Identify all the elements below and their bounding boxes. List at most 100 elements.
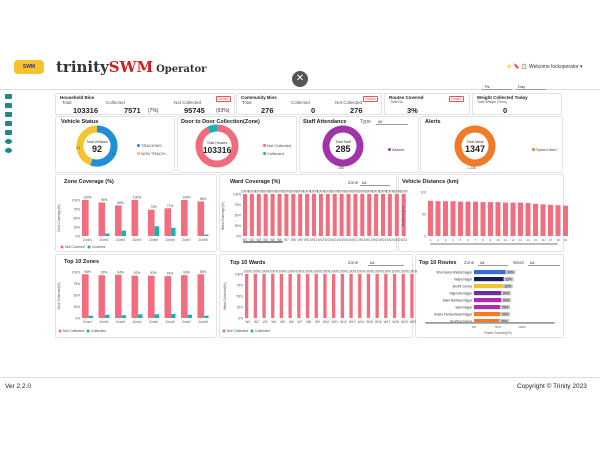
ward-cov-xtick-14: W15 bbox=[338, 238, 345, 242]
top-zones-legend-dot-0 bbox=[58, 329, 62, 333]
top-wards-label-9: 100% bbox=[322, 270, 330, 274]
ward-cov-label-18: 100% bbox=[365, 190, 373, 194]
top-wards-xtick-15: W16 bbox=[375, 320, 382, 324]
top-wards-ytick-75: 75% bbox=[237, 284, 244, 288]
household-not-collected: 95745 bbox=[184, 106, 205, 115]
sidebar-dashboard-icon[interactable] bbox=[5, 94, 12, 99]
sidebar-report-icon[interactable] bbox=[5, 121, 12, 126]
top-wards-xtick-16: W17 bbox=[384, 320, 391, 324]
top-routes-zone-label: Zone bbox=[464, 260, 475, 265]
top-zones-ytick-25: 25% bbox=[74, 305, 81, 309]
ward-cov-label-8: 100% bbox=[296, 190, 304, 194]
ward-cov-label-4: 100% bbox=[269, 190, 277, 194]
ward-cov-xtick-18: W19 bbox=[366, 238, 373, 242]
top-wards-label-19: 100% bbox=[409, 270, 417, 274]
veh-dist-bar-10 bbox=[503, 202, 508, 236]
copyright-text: Copyright © Trinity 2023 bbox=[517, 383, 587, 390]
household-details-button[interactable]: Details bbox=[216, 96, 231, 102]
veh-dist-bar-2 bbox=[443, 201, 448, 236]
community-details-button[interactable]: Details bbox=[363, 96, 378, 102]
ward-cov-xtick-6: W7 bbox=[284, 238, 289, 242]
household-collected: 7571 bbox=[124, 106, 141, 115]
version-text: Ver 2.2.0 bbox=[5, 383, 32, 390]
veh-dist-xtick-13: 14 bbox=[526, 238, 530, 242]
period-select[interactable]: Day bbox=[516, 84, 546, 90]
alerts-title: Alerts bbox=[425, 119, 441, 125]
zone-cov-bar-red-5 bbox=[164, 208, 172, 236]
top-wards-label-13: 100% bbox=[357, 270, 365, 274]
ward-cov-label-20: 100% bbox=[379, 190, 387, 194]
ward-coverage-zone-select[interactable]: All bbox=[360, 180, 390, 186]
veh-dist-xtick-12: 13 bbox=[519, 238, 523, 242]
ward-cov-xtick-22: W23 bbox=[394, 238, 401, 242]
ward-cov-xtick-23: W24 bbox=[400, 238, 407, 242]
vehicle-donut-slice-1 bbox=[76, 125, 98, 166]
top-wards-bar-red-19 bbox=[410, 274, 414, 318]
top-wards-bar-red-11 bbox=[340, 274, 344, 318]
routes-details-button[interactable]: Details bbox=[449, 96, 464, 102]
staff-bottom-label: 285 bbox=[338, 166, 344, 170]
ward-cov-bar-red-9 bbox=[305, 194, 310, 236]
top-routes-ylabel-4: Saint Ravidas Nagar bbox=[443, 298, 473, 302]
top-wards-title: Top 10 Wards bbox=[230, 260, 266, 266]
top-wards-xtick-4: W5 bbox=[280, 320, 285, 324]
alerts-legend-speed: Speed Alert bbox=[532, 147, 557, 152]
veh-dist-bar-6 bbox=[473, 201, 478, 236]
ward-cov-bar-red-13 bbox=[332, 194, 337, 236]
app-logo[interactable]: SWM bbox=[14, 60, 44, 74]
vehicle-center: Total Vehicles 92 bbox=[77, 140, 117, 154]
ward-cov-label-6: 100% bbox=[282, 190, 290, 194]
zone-cov-bar-teal-4 bbox=[154, 226, 159, 236]
ward-cov-bar-red-22 bbox=[394, 194, 399, 236]
top-zones-bar-red-1 bbox=[98, 275, 106, 318]
sidebar-settings-icon[interactable] bbox=[5, 139, 12, 144]
top-zones-bar-red-6 bbox=[181, 275, 188, 318]
top-routes-bar-2 bbox=[474, 284, 503, 289]
top-routes-xtick-100: 100% bbox=[518, 325, 526, 329]
top-routes-ylabel-1: Vidiya Nagar bbox=[454, 277, 473, 281]
vehicle-seg-a-label: 41 bbox=[76, 145, 81, 150]
top-zones-label-2: 94% bbox=[117, 270, 124, 274]
top-routes-label-7: 28% bbox=[501, 319, 508, 323]
sidebar-vehicle-icon[interactable] bbox=[5, 130, 12, 135]
veh-dist-bar-14 bbox=[533, 203, 538, 236]
household-title: Household Bins bbox=[60, 95, 95, 100]
ward-cov-bar-red-6 bbox=[284, 194, 289, 236]
top-wards-label-2: 100% bbox=[261, 270, 269, 274]
zone-cov-bar-teal-5 bbox=[171, 227, 176, 236]
sidebar-map-icon[interactable] bbox=[5, 103, 12, 108]
top-zones-bar-red-7 bbox=[197, 274, 205, 318]
top-routes-label-6: 29% bbox=[502, 312, 509, 316]
staff-legend-absent: Absent bbox=[388, 147, 404, 152]
zone-cov-bar-red-2 bbox=[115, 205, 122, 236]
sidebar-bin-icon[interactable] bbox=[5, 112, 12, 117]
close-button[interactable]: ✕ bbox=[292, 71, 308, 87]
ward-cov-ytick-50: 50% bbox=[235, 214, 242, 218]
sidebar-help-icon[interactable] bbox=[5, 148, 12, 153]
zone-cov-legend-1: Covered bbox=[92, 245, 105, 249]
staff-type-select[interactable]: All bbox=[376, 119, 408, 125]
ward-cov-xtick-13: W14 bbox=[331, 238, 338, 242]
alerts-center-label: Total Alerts bbox=[466, 140, 484, 144]
ward-cov-bar-red-5 bbox=[277, 194, 282, 236]
top-wards-legend-dot-1 bbox=[250, 329, 254, 333]
brand-trinity: trinity bbox=[56, 58, 109, 76]
top-zones-bar-teal-6 bbox=[187, 314, 192, 318]
veh-dist-xtick-17: 18 bbox=[556, 238, 560, 242]
top-wards-zone-select[interactable]: All bbox=[368, 260, 404, 266]
staff-center: Total Staff 285 bbox=[323, 140, 363, 154]
vehicle-center-label: Total Vehicles bbox=[86, 140, 108, 144]
ward-cov-bar-red-21 bbox=[387, 194, 392, 236]
d2d-center-value: 103316 bbox=[202, 145, 232, 155]
top-routes-ward-select[interactable]: All bbox=[528, 260, 560, 266]
user-menu[interactable]: Welcome lockoperator ▾ bbox=[529, 64, 583, 70]
top-wards-ytick-0: 0% bbox=[238, 317, 243, 321]
zone-cov-label-4: 73% bbox=[150, 205, 157, 209]
top-routes-label-bg-0 bbox=[505, 270, 516, 275]
top-routes-zone-select[interactable]: All bbox=[478, 260, 508, 266]
alerts-legend-speed-text: Speed Alert bbox=[536, 147, 557, 152]
state-select[interactable]: TN- bbox=[482, 84, 512, 90]
header-icons[interactable]: ⚡ 🔖 📋 bbox=[506, 64, 528, 70]
veh-dist-bar-4 bbox=[458, 201, 463, 236]
